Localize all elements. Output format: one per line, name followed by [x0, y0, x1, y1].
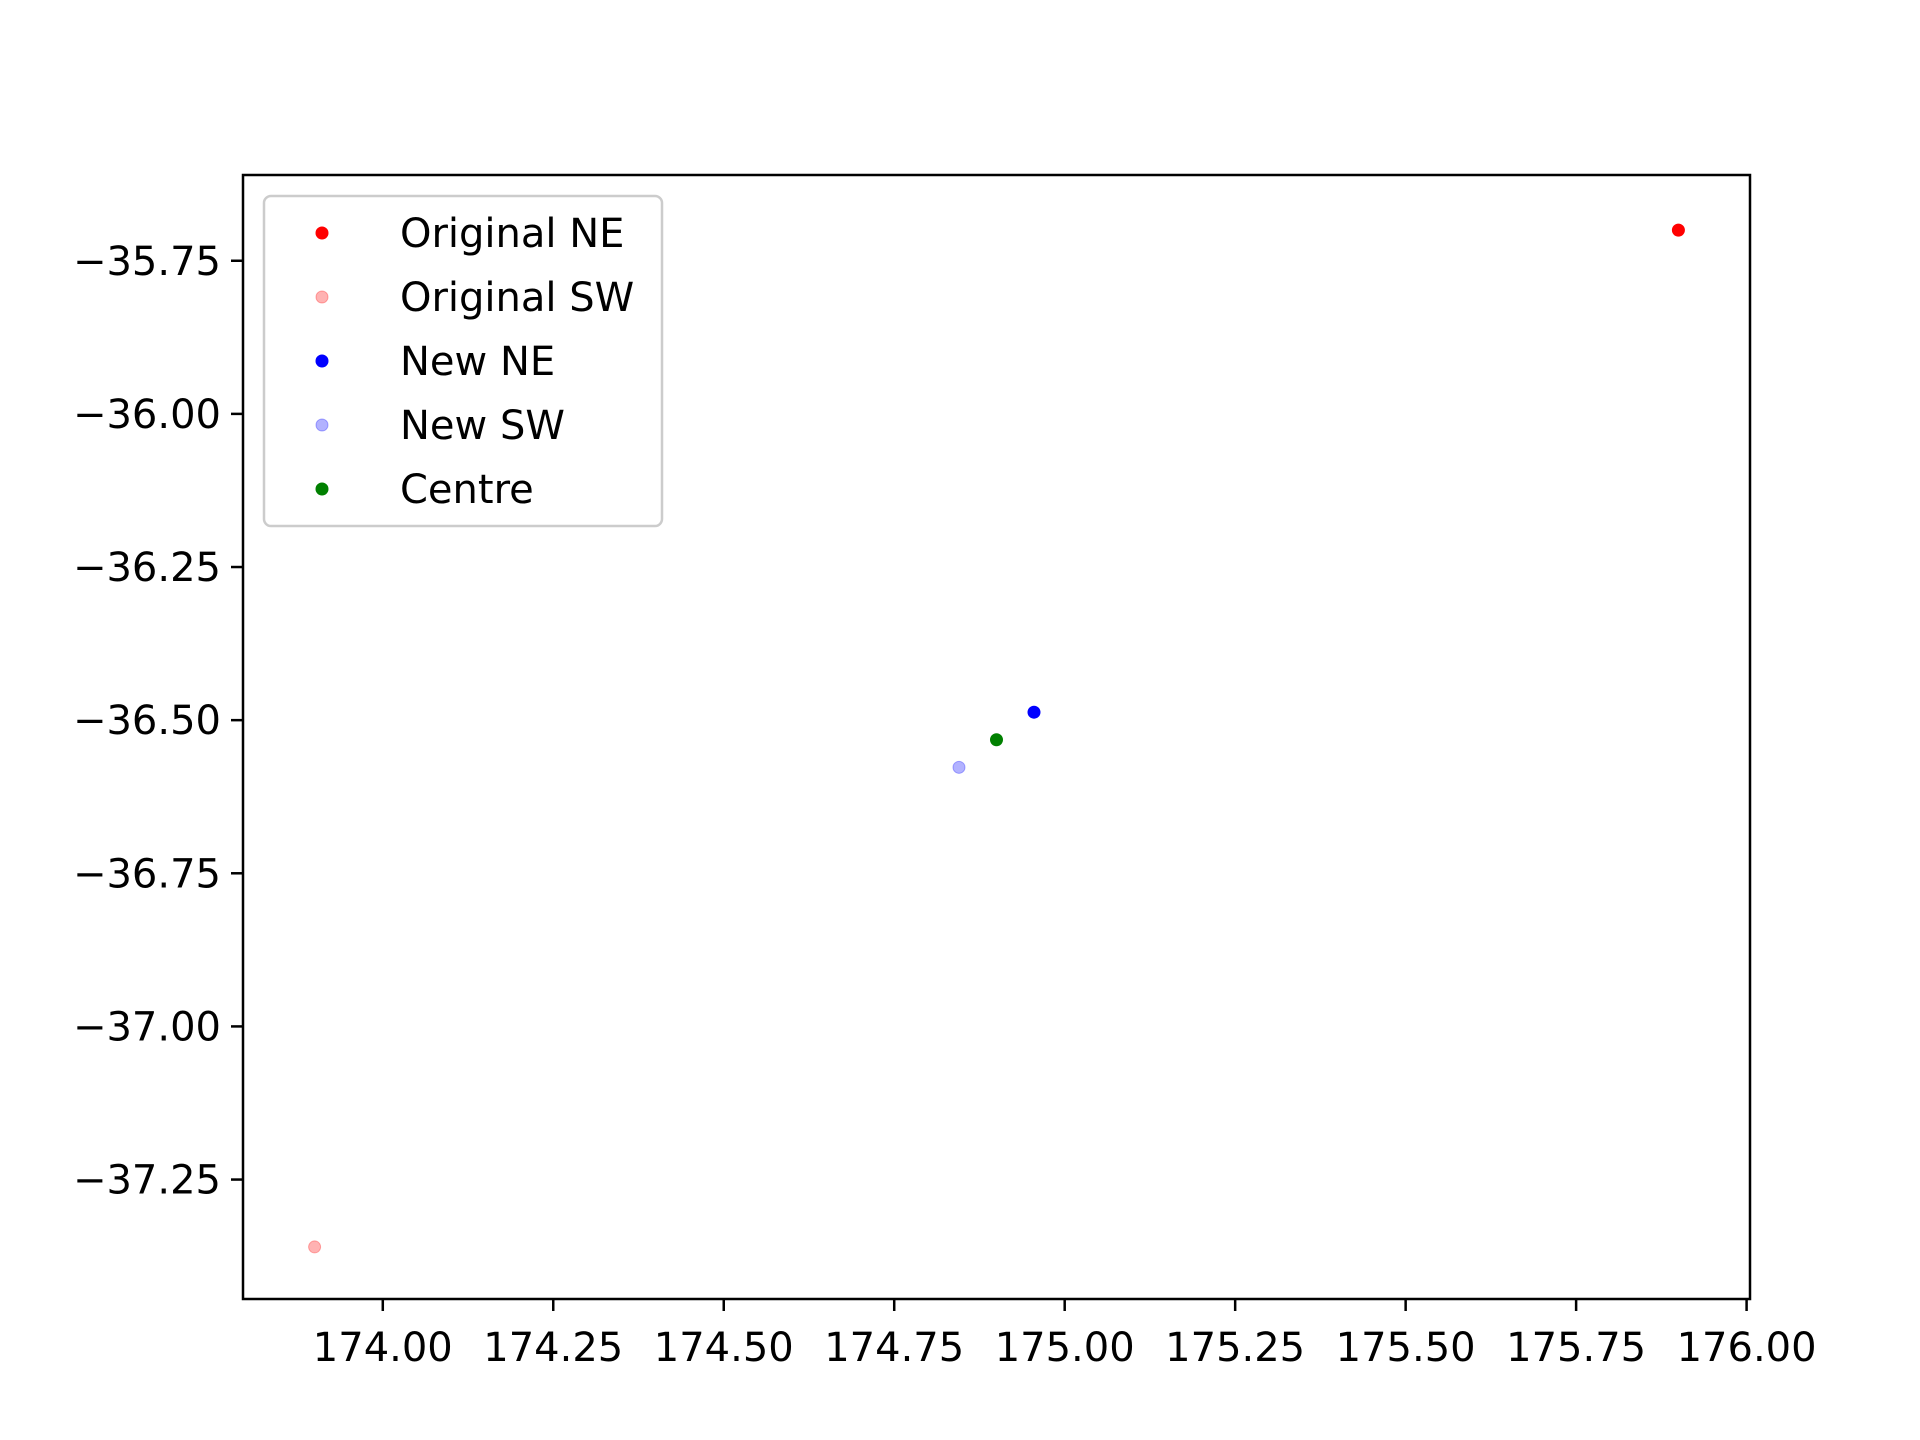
data-point-new-ne: [1027, 705, 1041, 719]
legend-marker: [315, 226, 329, 240]
x-tick-label: 176.00: [1677, 1325, 1817, 1371]
legend-label: New SW: [400, 403, 565, 449]
x-tick-label: 174.25: [483, 1325, 623, 1371]
x-tick-label: 174.50: [654, 1325, 794, 1371]
legend-label: Original NE: [400, 211, 624, 257]
marks-layer: [308, 223, 1685, 1254]
x-tick-label: 174.75: [824, 1325, 964, 1371]
y-tick-label: −36.75: [73, 851, 221, 897]
data-point-centre: [990, 733, 1003, 747]
plot-area-frame: [241, 173, 1752, 1301]
data-point-new-sw: [952, 760, 966, 774]
legend-label: New NE: [400, 339, 555, 385]
legend-marker: [315, 482, 329, 496]
x-tick-label: 175.75: [1506, 1325, 1646, 1371]
legend-label: Centre: [400, 467, 534, 513]
legend-entries: Original NE Original SW New NE New SW Centre: [315, 211, 634, 513]
legend-marker: [315, 354, 329, 368]
x-tick-label: 175.25: [1165, 1325, 1305, 1371]
data-point-original-sw: [308, 1240, 322, 1254]
y-tick-label: −36.25: [73, 545, 221, 591]
legend: Original NE Original SW New NE New SW Centre: [262, 194, 664, 528]
y-axis: −35.75 −36.00 −36.25 −36.50 −36.75 −37.00 −37.…: [73, 239, 243, 1204]
y-tick-label: −37.00: [73, 1004, 221, 1050]
y-tick-label: −36.00: [73, 392, 221, 438]
y-tick-label: −37.25: [73, 1158, 221, 1204]
x-tick-label: 175.50: [1336, 1325, 1476, 1371]
legend-label: Original SW: [400, 275, 634, 321]
y-tick-label: −35.75: [73, 239, 221, 285]
legend-marker: [315, 418, 329, 432]
legend-box: [262, 194, 664, 528]
x-axis: 174.00 174.25 174.50 174.75 175.00 175.25 175.…: [313, 1299, 1817, 1371]
x-tick-label: 175.00: [995, 1325, 1135, 1371]
y-tick-label: −36.50: [73, 698, 221, 744]
data-point-original-ne: [1671, 223, 1685, 237]
x-tick-label: 174.00: [313, 1325, 453, 1371]
legend-marker: [315, 290, 329, 304]
